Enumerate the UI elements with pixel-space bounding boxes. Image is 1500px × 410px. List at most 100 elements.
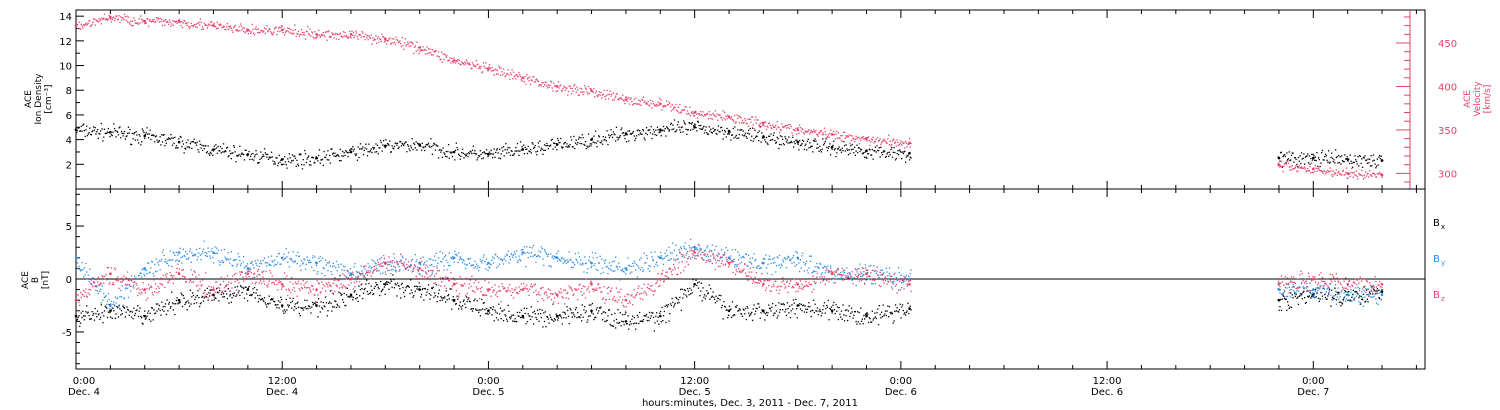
velocity-series-sample: [476, 64, 478, 66]
by-series-sample: [267, 256, 270, 258]
bx-series-sample: [656, 312, 658, 314]
bx-series-sample: [806, 308, 809, 310]
by-series-sample: [459, 256, 461, 258]
ion-density-series-sample: [888, 155, 890, 157]
ion-density-series-sample: [755, 135, 757, 137]
velocity-series-sample: [698, 113, 700, 115]
by-series-sample: [289, 257, 291, 260]
bx-series-sample: [168, 303, 170, 305]
bx-series-sample: [845, 314, 847, 317]
bx-series-sample: [656, 320, 659, 322]
bx-series-sample: [690, 289, 693, 291]
by-series-sample: [727, 257, 730, 259]
ion-density-series-sample: [619, 135, 621, 137]
by-series-sample: [706, 247, 708, 249]
velocity-series-sample: [640, 104, 642, 106]
bx-series-sample: [734, 306, 737, 308]
velocity-series-sample: [837, 132, 839, 134]
velocity-series-sample: [410, 45, 412, 47]
by-series-sample: [633, 260, 635, 262]
ion-density-series-sample: [224, 150, 226, 152]
ion-density-series-sample: [100, 122, 102, 125]
bx-series-sample: [102, 322, 104, 324]
ion-density-series-sample: [474, 150, 476, 152]
velocity-series-sample: [1339, 172, 1341, 175]
bx-series-sample: [804, 305, 806, 307]
bx-series-sample: [785, 314, 788, 316]
bx-series-sample: [83, 319, 85, 321]
velocity-series-sample: [768, 122, 771, 124]
ion-density-series-sample: [908, 153, 910, 155]
bx-series-sample: [702, 287, 704, 289]
ion-density-series-sample: [860, 148, 862, 150]
by-series-sample: [141, 276, 143, 278]
ion-density-series-sample: [104, 132, 106, 135]
by-series-sample: [393, 265, 395, 267]
ion-density-series-sample: [209, 154, 211, 156]
velocity-series-sample: [1355, 174, 1357, 177]
velocity-series-sample: [1279, 164, 1281, 166]
by-series-sample: [376, 267, 378, 269]
velocity-series-sample: [93, 18, 96, 20]
by-series-sample: [758, 265, 760, 267]
ion-density-series-sample: [345, 150, 347, 152]
by-series-sample: [243, 256, 245, 258]
ion-density-series-sample: [238, 153, 240, 156]
bx-series-sample: [908, 312, 910, 315]
by-series-sample: [79, 270, 82, 272]
velocity-series-sample: [575, 91, 577, 93]
bx-series-sample: [174, 313, 176, 316]
velocity-series-sample: [856, 138, 858, 140]
by-series-sample: [292, 251, 294, 253]
by-series-sample: [692, 246, 694, 248]
velocity-series-sample: [139, 22, 141, 24]
velocity-series-sample: [1358, 172, 1360, 175]
velocity-series-sample: [684, 106, 686, 108]
by-series-sample: [390, 269, 392, 271]
by-series-sample: [482, 256, 485, 258]
by-series-sample: [253, 267, 255, 269]
by-series-sample: [127, 287, 129, 290]
bx-series-sample: [1291, 294, 1293, 296]
by-series-sample: [416, 259, 418, 261]
bx-series-sample: [516, 321, 518, 323]
ion-density-series-sample: [360, 148, 362, 150]
ion-density-series-sample: [221, 147, 223, 150]
by-series-sample: [520, 249, 522, 251]
velocity-series-sample: [113, 19, 116, 21]
velocity-series-sample: [759, 122, 761, 125]
bx-series-sample: [448, 298, 450, 300]
velocity-series-sample: [566, 87, 568, 89]
by-series-sample: [172, 251, 174, 253]
bx-series-sample: [318, 298, 320, 300]
ion-density-series-sample: [731, 134, 733, 136]
velocity-series-sample: [131, 20, 133, 22]
by-series-sample: [726, 259, 728, 261]
velocity-series-sample: [227, 28, 229, 30]
velocity-series-sample: [285, 30, 287, 32]
by-series-sample: [772, 262, 775, 264]
velocity-series-sample: [555, 90, 557, 92]
ion-density-series-sample: [594, 142, 596, 144]
ion-density-series-sample: [261, 156, 263, 158]
by-series-sample: [676, 258, 679, 260]
by-series-sample: [612, 270, 614, 272]
bx-series-sample: [233, 295, 235, 297]
by-series-sample: [654, 251, 656, 253]
by-series-sample: [320, 259, 322, 262]
ion-density-series-sample: [1307, 162, 1310, 164]
bx-series-point: [280, 304, 284, 307]
velocity-series-sample: [318, 29, 320, 31]
ion-density-series-sample: [656, 126, 659, 128]
velocity-series-sample: [1290, 166, 1292, 168]
velocity-series-sample: [703, 115, 705, 118]
ion-density-series-sample: [422, 147, 424, 149]
ion-density-series-sample: [528, 150, 530, 152]
by-series-sample: [436, 265, 438, 267]
ion-density-series-sample: [1359, 155, 1361, 157]
by-series-sample: [114, 296, 116, 298]
velocity-series-sample: [758, 124, 760, 126]
velocity-series-sample: [393, 38, 395, 40]
ion-density-series-sample: [1331, 152, 1333, 154]
ion-density-series-sample: [674, 131, 676, 133]
